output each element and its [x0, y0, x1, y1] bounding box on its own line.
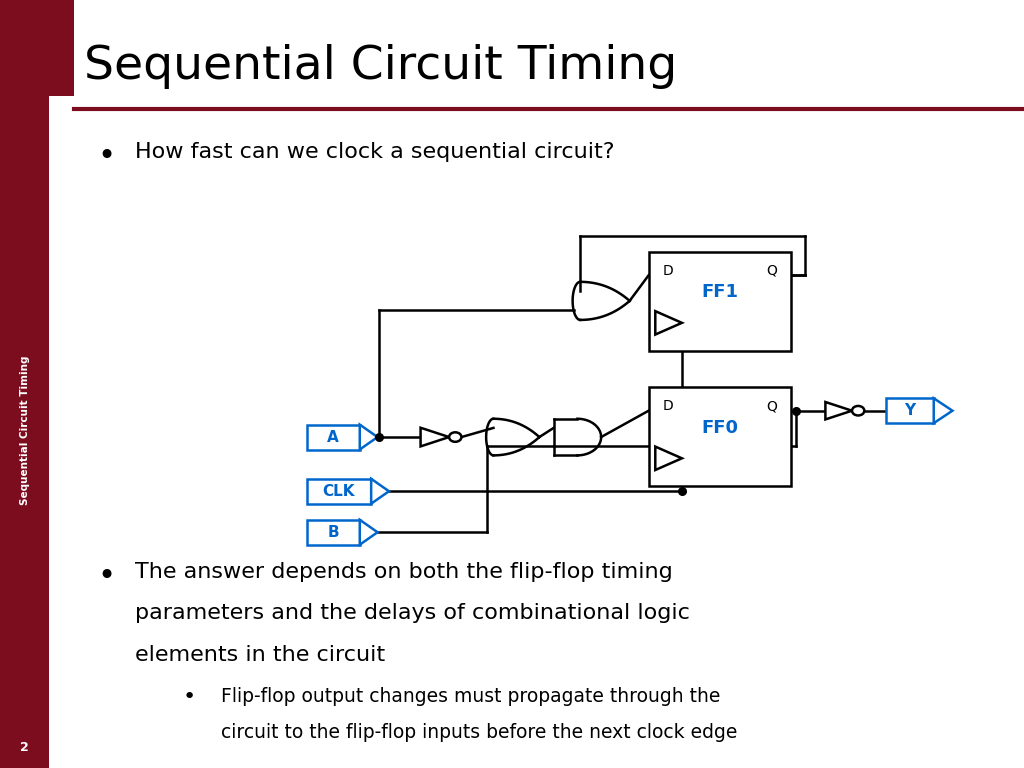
Polygon shape — [371, 478, 389, 504]
Circle shape — [7, 9, 66, 89]
Polygon shape — [572, 282, 581, 320]
Text: circuit to the flip-flop inputs before the next clock edge: circuit to the flip-flop inputs before t… — [221, 723, 737, 742]
Text: W: W — [26, 41, 47, 61]
Polygon shape — [581, 282, 630, 320]
Polygon shape — [486, 419, 494, 455]
Text: Sequential Circuit Timing: Sequential Circuit Timing — [84, 45, 677, 89]
Circle shape — [450, 432, 462, 442]
Text: Q: Q — [766, 399, 777, 413]
Bar — [554, 419, 578, 455]
Polygon shape — [825, 402, 852, 419]
Bar — [648, 387, 792, 486]
Text: A: A — [328, 429, 339, 445]
Bar — [306, 478, 371, 504]
Polygon shape — [421, 428, 450, 446]
Text: Flip-flop output changes must propagate through the: Flip-flop output changes must propagate … — [221, 687, 721, 707]
Text: B: B — [328, 525, 339, 540]
Bar — [648, 252, 792, 351]
Circle shape — [12, 17, 60, 81]
Text: parameters and the delays of combinational logic: parameters and the delays of combination… — [135, 604, 690, 624]
Text: CLK: CLK — [323, 484, 355, 498]
Text: 2: 2 — [20, 741, 29, 754]
Text: FF1: FF1 — [701, 283, 738, 302]
Polygon shape — [655, 311, 682, 335]
Circle shape — [852, 406, 864, 415]
Text: The answer depends on both the flip-flop timing: The answer depends on both the flip-flop… — [135, 561, 673, 581]
Text: Sequential Circuit Timing: Sequential Circuit Timing — [19, 356, 30, 505]
Text: D: D — [663, 264, 674, 278]
Polygon shape — [494, 419, 540, 455]
Polygon shape — [655, 446, 682, 470]
Bar — [306, 520, 359, 545]
Bar — [886, 399, 934, 423]
Polygon shape — [359, 425, 378, 449]
Polygon shape — [934, 399, 952, 423]
Text: D: D — [663, 399, 674, 413]
Text: Q: Q — [766, 264, 777, 278]
Bar — [306, 425, 359, 449]
Text: elements in the circuit: elements in the circuit — [135, 645, 386, 665]
Text: How fast can we clock a sequential circuit?: How fast can we clock a sequential circu… — [135, 142, 615, 162]
Polygon shape — [554, 419, 601, 455]
Text: FF0: FF0 — [701, 419, 738, 437]
Text: Y: Y — [904, 403, 915, 419]
Text: •: • — [97, 561, 116, 591]
Text: •: • — [183, 687, 197, 707]
Polygon shape — [359, 520, 378, 545]
Text: •: • — [97, 142, 116, 171]
